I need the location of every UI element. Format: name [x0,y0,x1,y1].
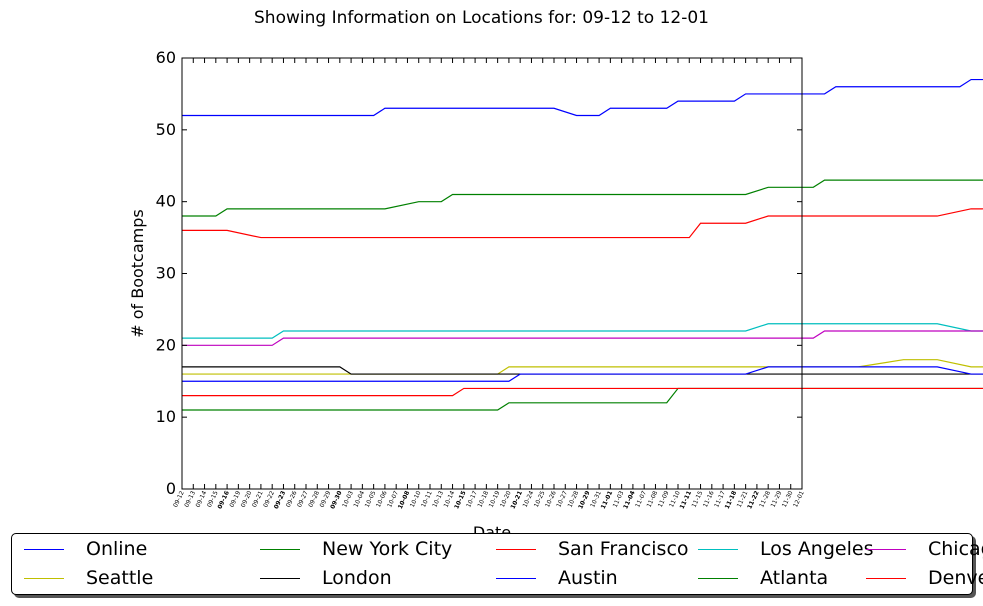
legend-swatch [24,548,64,550]
legend-item-new-york-city: New York City [260,537,452,561]
y-axis-label: # of Bootcamps [128,209,147,338]
legend: Online New York City San Francisco Los Ange… [11,533,983,595]
series-line-denver [182,387,983,397]
legend-item-chicago: Chicago [866,537,983,561]
series-line-los-angeles [182,323,983,339]
legend-swatch [698,548,738,550]
legend-label: Los Angeles [760,538,874,560]
legend-swatch [496,577,536,579]
legend-swatch [866,548,906,550]
series-line-atlanta [182,387,983,411]
y-tick-label: 50 [156,120,176,139]
y-tick-label: 40 [156,192,176,211]
legend-label: New York City [322,538,453,560]
y-tick-label: 20 [156,335,176,354]
legend-item-london: London [260,566,392,590]
legend-label: Atlanta [760,567,829,589]
legend-item-los-angeles: Los Angeles [698,537,873,561]
legend-swatch [260,548,300,550]
legend-label: San Francisco [558,538,689,560]
legend-swatch [866,577,906,579]
x-tick-label: 12-01 [792,490,806,509]
series-line-london [182,366,983,375]
plot-frame [181,57,803,490]
legend-item-san-francisco: San Francisco [496,537,689,561]
legend-item-austin: Austin [496,566,618,590]
series-line-chicago [182,330,983,346]
legend-label: Austin [558,567,618,589]
legend-item-online: Online [24,537,147,561]
series-line-online [182,78,983,117]
chart-title: Showing Information on Locations for: 09… [254,8,709,28]
legend-label: Denver [928,567,983,589]
legend-swatch [698,577,738,579]
legend-label: Seattle [86,567,154,589]
legend-label: Chicago [928,538,983,560]
series-line-new-york-city [182,179,983,217]
legend-item-seattle: Seattle [24,566,153,590]
series-line-seattle [182,359,983,375]
legend-item-denver: Denver [866,566,983,590]
legend-swatch [260,577,300,579]
series-line-austin [182,366,983,382]
y-tick-label: 10 [156,407,176,426]
legend-swatch [496,548,536,550]
series-line-san-francisco [182,208,983,239]
legend-label: London [322,567,392,589]
legend-item-atlanta: Atlanta [698,566,828,590]
legend-swatch [24,577,64,579]
y-tick-label: 30 [156,264,176,283]
legend-label: Online [86,538,148,560]
y-tick-label: 0 [166,479,176,498]
y-tick-label: 60 [156,48,176,67]
